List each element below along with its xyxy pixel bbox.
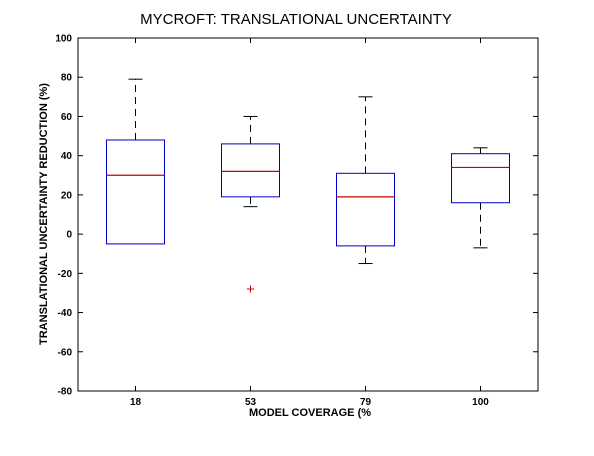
- interquartile-box: [221, 143, 280, 198]
- y-tick-label: 20: [61, 190, 73, 201]
- x-tick-label: 79: [360, 397, 372, 408]
- plot-area-frame: [77, 37, 539, 392]
- y-tick-label: -20: [58, 269, 73, 280]
- y-tick-label: 0: [66, 230, 72, 241]
- chart-title: MYCROFT: TRANSLATIONAL UNCERTAINTY: [140, 11, 452, 28]
- box-18: [106, 78, 165, 245]
- x-tick-label: 18: [130, 397, 142, 408]
- interquartile-box: [106, 139, 165, 245]
- y-axis: 100 80 60 40 20 0 -20 -40 -60 -80: [55, 34, 538, 398]
- y-tick-label: 100: [55, 34, 72, 45]
- y-axis-label: TRANSLATIONAL UNCERTAINTY REDUCTION (%): [38, 83, 50, 345]
- x-axis-label: MODEL COVERAGE (%: [249, 407, 371, 419]
- y-tick-label: -80: [58, 387, 73, 398]
- box-79: [336, 96, 395, 265]
- y-tick-label: 80: [61, 73, 73, 84]
- interquartile-box: [336, 172, 395, 247]
- box-series: [106, 78, 510, 293]
- box-100: [451, 147, 510, 249]
- x-axis: 18 53 79 100: [130, 38, 489, 408]
- y-tick-label: 40: [61, 151, 73, 162]
- x-tick-label: 53: [245, 397, 257, 408]
- x-tick-label: 100: [472, 397, 489, 408]
- box-53: [221, 115, 280, 293]
- y-tick-label: -40: [58, 308, 73, 319]
- y-tick-label: 60: [61, 112, 73, 123]
- interquartile-box: [451, 153, 510, 204]
- y-tick-label: -60: [58, 347, 73, 358]
- outlier-point: [247, 285, 254, 293]
